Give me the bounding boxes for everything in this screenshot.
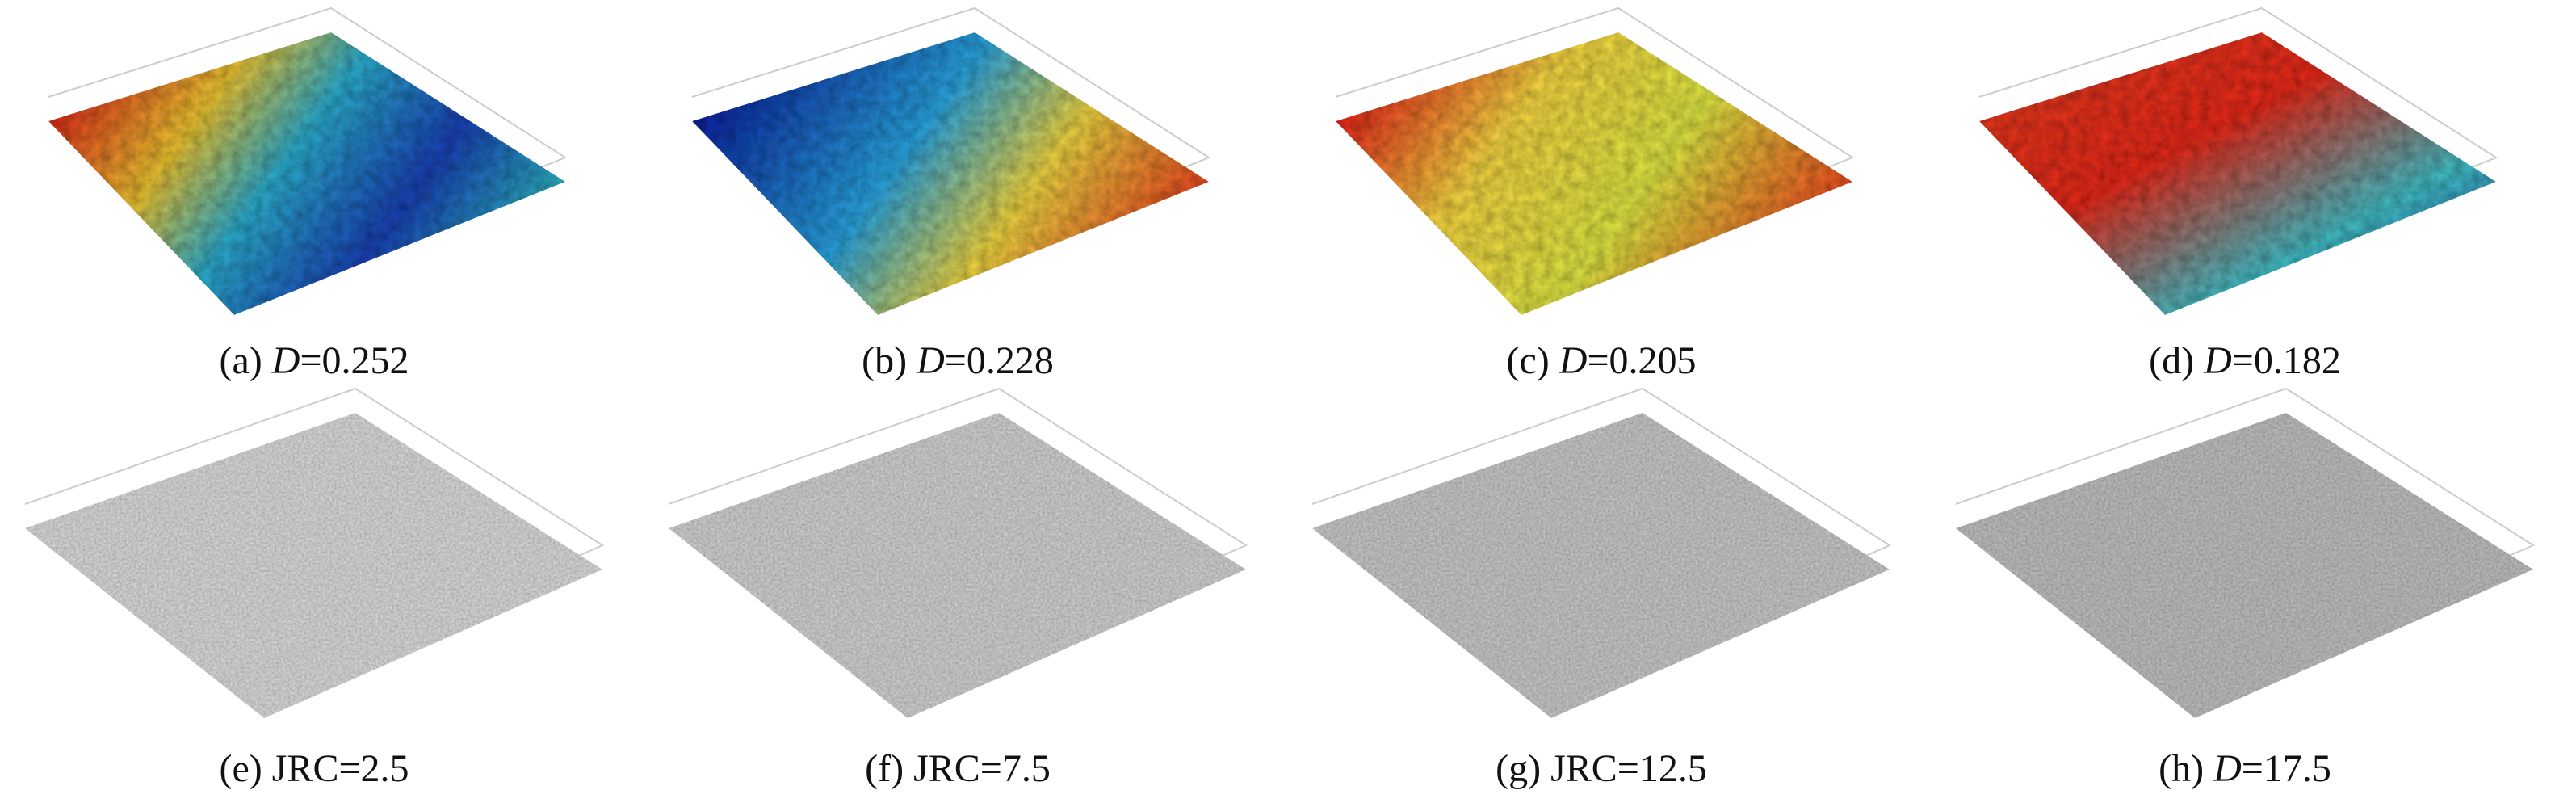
gray-surface bbox=[1956, 413, 2533, 718]
caption: (b) D=0.228 bbox=[862, 339, 1054, 382]
caption-variable: D bbox=[2213, 747, 2242, 790]
caption-label: (b) bbox=[862, 339, 907, 382]
caption-label: (h) bbox=[2159, 747, 2204, 790]
caption-label: (e) bbox=[219, 747, 262, 790]
caption-text: JRC=7.5 bbox=[913, 747, 1051, 790]
caption-value: =0.252 bbox=[300, 339, 409, 382]
caption-text: JRC=12.5 bbox=[1550, 747, 1707, 790]
caption-variable: D bbox=[916, 339, 945, 382]
caption-value: =0.182 bbox=[2232, 339, 2341, 382]
caption-label: (c) bbox=[1506, 339, 1549, 382]
caption-label: (g) bbox=[1496, 747, 1541, 790]
caption: (e) JRC=2.5 bbox=[219, 747, 409, 790]
gray-surface bbox=[25, 413, 602, 718]
caption: (d) D=0.182 bbox=[2149, 339, 2341, 382]
caption: (f) JRC=7.5 bbox=[865, 747, 1051, 790]
color-surface bbox=[1979, 32, 2496, 315]
gray-surface bbox=[669, 413, 1246, 718]
caption-value: =0.205 bbox=[1587, 339, 1696, 382]
caption: (a) D=0.252 bbox=[219, 339, 409, 382]
color-surface bbox=[692, 32, 1209, 315]
caption-text: JRC=2.5 bbox=[272, 747, 409, 790]
caption-label: (a) bbox=[219, 339, 262, 382]
caption-variable: D bbox=[1559, 339, 1588, 382]
caption: (h) D=17.5 bbox=[2159, 747, 2331, 790]
gray-surface bbox=[1312, 413, 1890, 718]
color-surface bbox=[48, 32, 565, 315]
caption-value: =0.228 bbox=[945, 339, 1054, 382]
caption: (g) JRC=12.5 bbox=[1496, 747, 1707, 790]
caption: (c) D=0.205 bbox=[1506, 339, 1696, 382]
caption-label: (f) bbox=[865, 747, 904, 790]
caption-value: =17.5 bbox=[2242, 747, 2331, 790]
caption-variable: D bbox=[2203, 339, 2232, 382]
caption-label: (d) bbox=[2149, 339, 2194, 382]
color-surface bbox=[1336, 32, 1852, 315]
caption-variable: D bbox=[271, 339, 300, 382]
